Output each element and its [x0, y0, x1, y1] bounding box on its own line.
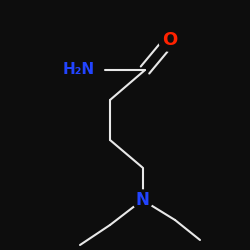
- Circle shape: [132, 190, 152, 210]
- Text: O: O: [162, 31, 178, 49]
- Circle shape: [159, 29, 181, 51]
- Text: H₂N: H₂N: [63, 62, 95, 78]
- Bar: [65, 62, 100, 81]
- Text: N: N: [136, 191, 149, 209]
